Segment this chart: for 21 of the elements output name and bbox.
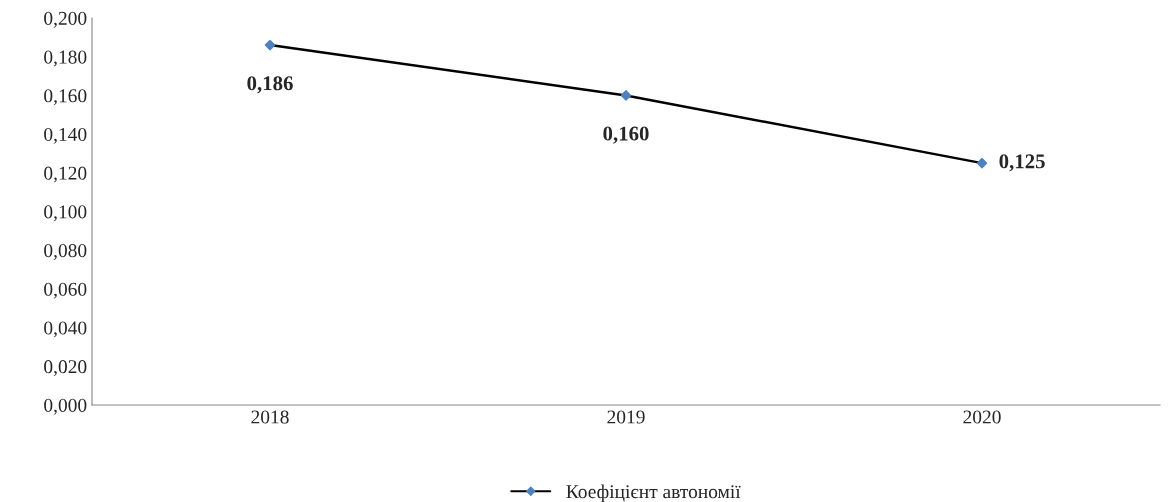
y-tick-label: 0,040 bbox=[44, 321, 87, 338]
y-tick-label: 0,200 bbox=[44, 11, 87, 28]
point bbox=[976, 157, 988, 169]
y-tick-label: 0,100 bbox=[44, 205, 87, 222]
y-tick-label: 0,120 bbox=[44, 166, 87, 183]
legend-label: Коефіцієнт автономії bbox=[566, 484, 741, 502]
x-tick-label: 2018 bbox=[251, 410, 289, 424]
data-label: 0,160 bbox=[603, 126, 649, 144]
y-tick-label: 0,000 bbox=[44, 398, 87, 415]
point bbox=[620, 90, 632, 101]
y-tick-label: 0,180 bbox=[44, 50, 87, 67]
y-tick-label: 0,020 bbox=[44, 360, 87, 377]
data-label: 0,186 bbox=[247, 76, 293, 94]
x-tick-label: 2020 bbox=[963, 410, 1001, 424]
data-label: 0,125 bbox=[999, 154, 1045, 172]
y-tick-label: 0,140 bbox=[44, 127, 87, 144]
point bbox=[264, 39, 276, 51]
y-tick-label: 0,080 bbox=[44, 244, 87, 260]
y-tick-label: 0,160 bbox=[44, 89, 87, 106]
y-tick-label: 0,060 bbox=[44, 282, 87, 299]
x-tick-label: 2019 bbox=[607, 410, 645, 424]
